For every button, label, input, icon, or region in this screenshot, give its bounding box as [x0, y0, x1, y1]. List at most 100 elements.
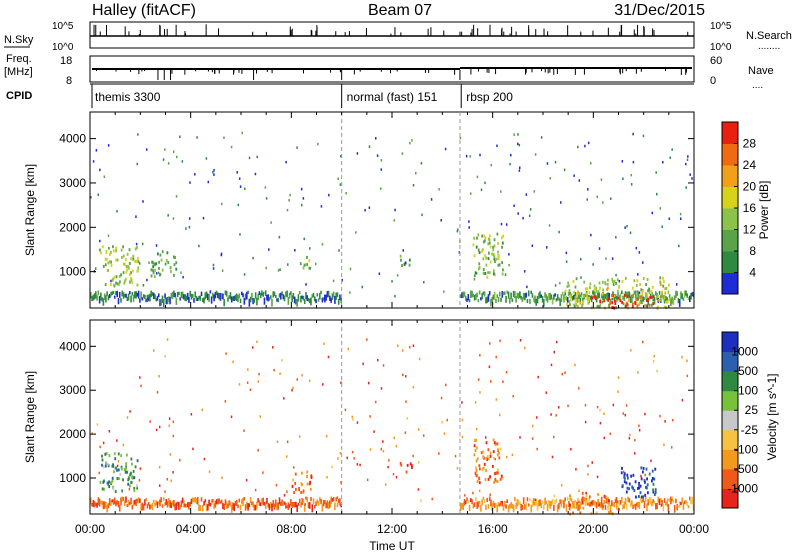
heat-cell [640, 495, 643, 499]
heat-cell [553, 294, 555, 300]
heat-cell [219, 500, 222, 504]
heat-cell [487, 504, 490, 509]
heat-cell [670, 496, 672, 505]
heat-cell [633, 290, 636, 295]
heat-cell [273, 368, 275, 372]
heat-cell [210, 499, 213, 505]
heat-cell [141, 242, 144, 246]
heat-cell [605, 500, 608, 504]
heat-cell [130, 271, 133, 275]
heat-cell [589, 286, 591, 290]
heat-cell [658, 291, 661, 295]
heat-cell [95, 149, 98, 152]
heat-cell [644, 412, 646, 416]
heat-cell [92, 294, 95, 301]
heat-cell [241, 291, 243, 296]
heat-cell [486, 275, 489, 279]
heat-cell [490, 298, 492, 307]
heat-cell [503, 500, 506, 507]
heat-cell [602, 504, 605, 508]
heat-cell [646, 503, 648, 512]
heat-cell [261, 498, 263, 504]
colorbar-swatch [722, 332, 738, 353]
heat-cell [399, 461, 402, 465]
heat-cell [575, 303, 578, 307]
heat-cell [587, 503, 589, 506]
heat-cell [643, 297, 646, 301]
heat-cell [585, 491, 588, 495]
heat-cell [168, 296, 170, 302]
heat-cell [609, 504, 612, 513]
heat-cell [115, 291, 117, 296]
heat-cell [636, 502, 638, 507]
heat-cell [332, 291, 335, 298]
heat-cell [574, 505, 576, 509]
heat-cell [509, 162, 511, 166]
heat-cell [148, 261, 150, 264]
heat-cell [156, 295, 159, 301]
heat-cell [108, 293, 111, 299]
heat-cell [537, 292, 540, 300]
heat-cell [220, 202, 223, 206]
heat-cell [511, 453, 514, 457]
heat-cell [113, 276, 116, 280]
heat-cell [567, 404, 569, 408]
power-panel-frame [89, 111, 695, 309]
heat-cell [221, 269, 224, 272]
colorbar-tick-label: 8 [749, 244, 756, 258]
heat-cell [404, 261, 407, 265]
heat-cell [327, 501, 330, 509]
heat-cell [151, 292, 154, 296]
heat-cell [349, 291, 351, 294]
heat-cell [625, 490, 628, 494]
heat-cell [550, 294, 553, 300]
heat-cell [461, 401, 463, 404]
heat-cell [493, 244, 496, 248]
heat-cell [663, 305, 666, 309]
heat-cell [682, 501, 685, 510]
heat-cell [481, 499, 483, 506]
heat-cell [127, 265, 130, 269]
heat-cell [106, 462, 109, 466]
heat-cell [387, 465, 389, 469]
heat-cell [611, 277, 614, 281]
heat-cell [679, 212, 682, 216]
heat-cell [306, 470, 309, 474]
heat-cell [618, 295, 621, 301]
heat-cell [94, 267, 97, 270]
heat-cell [394, 208, 396, 212]
colorbar-swatch [722, 165, 738, 187]
heat-cell [280, 292, 282, 300]
heat-cell [579, 298, 582, 304]
heat-cell [642, 134, 645, 138]
nsearch-tick-lo: 10^0 [710, 42, 732, 53]
heat-cell [130, 471, 132, 475]
heat-cell [262, 471, 264, 474]
heat-cell [115, 466, 117, 470]
heat-cell [591, 461, 594, 464]
heat-cell [110, 260, 113, 264]
heat-cell [191, 294, 194, 298]
heat-cell [636, 304, 639, 308]
heat-cell [615, 273, 617, 277]
heat-cell [690, 499, 692, 504]
heat-cell [496, 144, 498, 148]
y-tick-label: 2000 [59, 427, 86, 441]
heat-cell [652, 499, 655, 503]
heat-cell [655, 171, 657, 174]
heat-cell [476, 501, 478, 509]
heat-cell [175, 267, 178, 271]
heat-cell [107, 482, 110, 486]
heat-cell [642, 261, 644, 264]
heat-cell [272, 346, 274, 349]
heat-cell [522, 216, 524, 220]
heat-cell [136, 486, 139, 490]
heat-cell [671, 418, 674, 422]
heat-cell [335, 292, 337, 300]
heat-cell [641, 293, 644, 297]
power-ylabel: Slant Range [km] [23, 164, 37, 256]
heat-cell [653, 354, 655, 358]
heat-cell [116, 477, 119, 481]
heat-cell [96, 502, 98, 508]
heat-cell [287, 502, 290, 510]
